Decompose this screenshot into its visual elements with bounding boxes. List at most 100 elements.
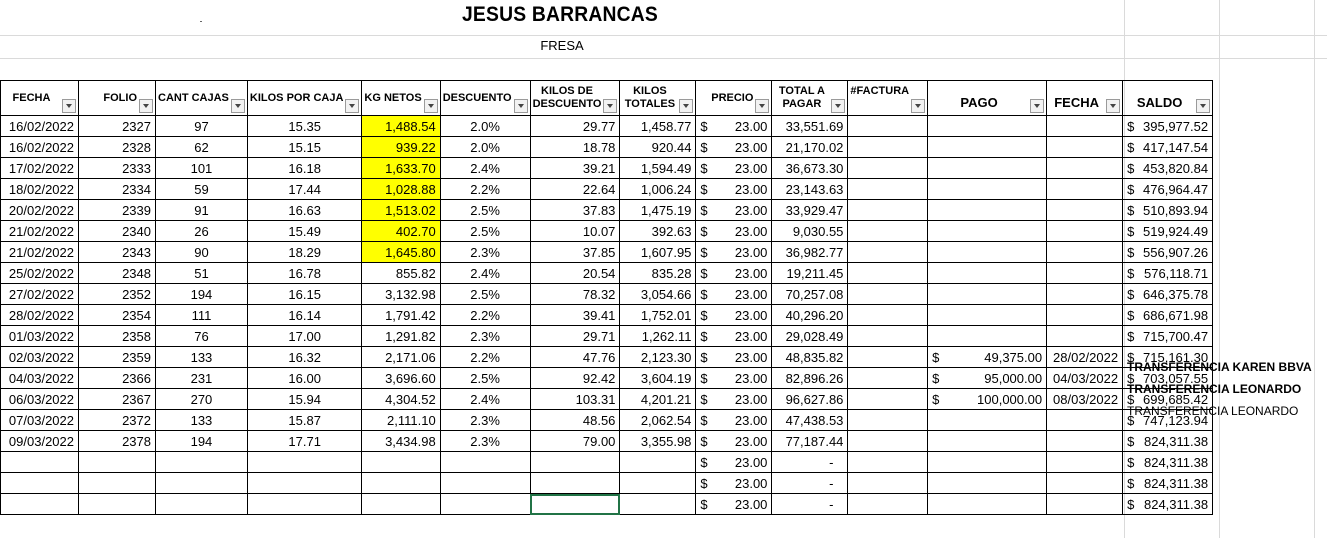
sheet-title[interactable]: JESUS BARRANCAS bbox=[462, 3, 658, 26]
header-kilos-totales[interactable]: KILOS TOTALES bbox=[619, 80, 697, 116]
payment-note[interactable]: TRANSFERENCIA LEONARDO bbox=[1127, 404, 1299, 418]
cell-saldo[interactable]: $646,375.78 bbox=[1122, 283, 1214, 305]
cell-fecha-pago[interactable] bbox=[1046, 304, 1124, 326]
cell-kilos-descuento[interactable]: 47.76 bbox=[529, 346, 621, 368]
cell-kilos-totales[interactable]: 1,458.77 bbox=[619, 115, 697, 137]
cell-fecha-pago[interactable]: 08/03/2022 bbox=[1046, 388, 1124, 410]
cell-total-pagar[interactable]: - bbox=[771, 472, 849, 494]
filter-dropdown-icon[interactable] bbox=[62, 99, 76, 113]
filter-dropdown-icon[interactable] bbox=[755, 99, 770, 113]
cell-fecha-pago[interactable] bbox=[1046, 409, 1124, 431]
cell-fecha-pago[interactable] bbox=[1046, 325, 1124, 347]
cell-kilos-totales[interactable]: 1,475.19 bbox=[619, 199, 697, 221]
cell-descuento[interactable]: 2.3% bbox=[439, 325, 531, 347]
header-cant-cajas[interactable]: CANT CAJAS bbox=[155, 80, 248, 116]
cell-precio[interactable]: $23.00 bbox=[695, 346, 773, 368]
cell-descuento[interactable]: 2.5% bbox=[439, 367, 531, 389]
cell-kg-netos[interactable] bbox=[361, 451, 441, 473]
header-descuento[interactable]: DESCUENTO bbox=[439, 80, 531, 116]
cell-total-pagar[interactable]: 36,982.77 bbox=[771, 241, 849, 263]
cell-saldo[interactable]: $715,700.47 bbox=[1122, 325, 1214, 347]
cell-kilos-descuento[interactable]: 18.78 bbox=[529, 136, 621, 158]
cell-kilos-descuento[interactable]: 37.85 bbox=[529, 241, 621, 263]
cell-folio[interactable] bbox=[78, 472, 156, 494]
cell-precio[interactable]: $23.00 bbox=[695, 325, 773, 347]
cell-folio[interactable]: 2340 bbox=[78, 220, 156, 242]
cell-kilos-por-caja[interactable] bbox=[246, 493, 363, 515]
cell-kg-netos[interactable]: 1,291.82 bbox=[361, 325, 441, 347]
cell-kilos-descuento[interactable]: 78.32 bbox=[529, 283, 621, 305]
cell-pago[interactable] bbox=[927, 262, 1048, 284]
cell-saldo[interactable]: $417,147.54 bbox=[1122, 136, 1214, 158]
cell-fecha[interactable]: 20/02/2022 bbox=[0, 199, 79, 221]
cell-folio[interactable]: 2348 bbox=[78, 262, 156, 284]
cell-cant-cajas[interactable]: 59 bbox=[155, 178, 248, 200]
cell-fecha[interactable]: 28/02/2022 bbox=[0, 304, 79, 326]
cell-saldo[interactable]: $824,311.38 bbox=[1122, 472, 1214, 494]
cell-fecha-pago[interactable] bbox=[1046, 262, 1124, 284]
cell-pago[interactable] bbox=[927, 115, 1048, 137]
cell-cant-cajas[interactable]: 133 bbox=[155, 409, 248, 431]
cell-factura[interactable] bbox=[847, 283, 929, 305]
header-factura[interactable]: #FACTURA bbox=[847, 80, 929, 116]
cell-kg-netos[interactable]: 4,304.52 bbox=[361, 388, 441, 410]
cell-descuento[interactable]: 2.2% bbox=[439, 178, 531, 200]
cell-kilos-totales[interactable]: 1,006.24 bbox=[619, 178, 697, 200]
cell-folio[interactable]: 2327 bbox=[78, 115, 156, 137]
cell-precio[interactable]: $23.00 bbox=[695, 283, 773, 305]
cell-fecha-pago[interactable] bbox=[1046, 451, 1124, 473]
cell-cant-cajas[interactable]: 51 bbox=[155, 262, 248, 284]
cell-descuento[interactable]: 2.4% bbox=[439, 157, 531, 179]
cell-fecha[interactable] bbox=[0, 451, 79, 473]
cell-kilos-por-caja[interactable]: 16.00 bbox=[246, 367, 363, 389]
cell-cant-cajas[interactable]: 111 bbox=[155, 304, 248, 326]
cell-total-pagar[interactable]: 77,187.44 bbox=[771, 430, 849, 452]
cell-folio[interactable]: 2328 bbox=[78, 136, 156, 158]
cell-saldo[interactable]: $576,118.71 bbox=[1122, 262, 1214, 284]
cell-total-pagar[interactable]: 70,257.08 bbox=[771, 283, 849, 305]
cell-kilos-por-caja[interactable] bbox=[246, 472, 363, 494]
cell-kg-netos[interactable]: 1,028.88 bbox=[361, 178, 441, 200]
cell-kg-netos[interactable]: 3,434.98 bbox=[361, 430, 441, 452]
cell-total-pagar[interactable]: 82,896.26 bbox=[771, 367, 849, 389]
cell-descuento[interactable]: 2.5% bbox=[439, 220, 531, 242]
cell-kilos-descuento[interactable]: 37.83 bbox=[529, 199, 621, 221]
cell-descuento[interactable]: 2.0% bbox=[439, 115, 531, 137]
cell-folio[interactable] bbox=[78, 451, 156, 473]
cell-fecha-pago[interactable] bbox=[1046, 136, 1124, 158]
cell-factura[interactable] bbox=[847, 115, 929, 137]
cell-fecha[interactable]: 16/02/2022 bbox=[0, 115, 79, 137]
cell-pago[interactable]: $100,000.00 bbox=[927, 388, 1048, 410]
cell-kilos-totales[interactable]: 4,201.21 bbox=[619, 388, 697, 410]
cell-descuento[interactable] bbox=[439, 451, 531, 473]
cell-kg-netos[interactable]: 1,791.42 bbox=[361, 304, 441, 326]
filter-dropdown-icon[interactable] bbox=[1196, 99, 1211, 113]
cell-fecha-pago[interactable] bbox=[1046, 493, 1124, 515]
cell-kilos-por-caja[interactable]: 15.35 bbox=[246, 115, 363, 137]
cell-pago[interactable] bbox=[927, 493, 1048, 515]
cell-cant-cajas[interactable]: 62 bbox=[155, 136, 248, 158]
cell-precio[interactable]: $23.00 bbox=[695, 430, 773, 452]
cell-kg-netos[interactable]: 1,513.02 bbox=[361, 199, 441, 221]
cell-cant-cajas[interactable] bbox=[155, 472, 248, 494]
cell-total-pagar[interactable]: 36,673.30 bbox=[771, 157, 849, 179]
cell-factura[interactable] bbox=[847, 157, 929, 179]
cell-descuento[interactable]: 2.5% bbox=[439, 283, 531, 305]
cell-precio[interactable]: $23.00 bbox=[695, 367, 773, 389]
cell-saldo[interactable]: $519,924.49 bbox=[1122, 220, 1214, 242]
cell-factura[interactable] bbox=[847, 325, 929, 347]
cell-cant-cajas[interactable]: 231 bbox=[155, 367, 248, 389]
header-total-pagar[interactable]: TOTAL A PAGAR bbox=[771, 80, 849, 116]
cell-fecha[interactable]: 18/02/2022 bbox=[0, 178, 79, 200]
cell-fecha-pago[interactable]: 04/03/2022 bbox=[1046, 367, 1124, 389]
cell-fecha-pago[interactable] bbox=[1046, 241, 1124, 263]
cell-kg-netos[interactable]: 402.70 bbox=[361, 220, 441, 242]
cell-pago[interactable]: $95,000.00 bbox=[927, 367, 1048, 389]
cell-total-pagar[interactable]: 33,929.47 bbox=[771, 199, 849, 221]
cell-kg-netos[interactable]: 1,488.54 bbox=[361, 115, 441, 137]
cell-fecha[interactable]: 02/03/2022 bbox=[0, 346, 79, 368]
header-precio[interactable]: PRECIO bbox=[695, 80, 773, 116]
cell-fecha-pago[interactable] bbox=[1046, 199, 1124, 221]
header-fecha-pago[interactable]: FECHA bbox=[1046, 80, 1124, 116]
cell-kilos-totales[interactable]: 1,594.49 bbox=[619, 157, 697, 179]
